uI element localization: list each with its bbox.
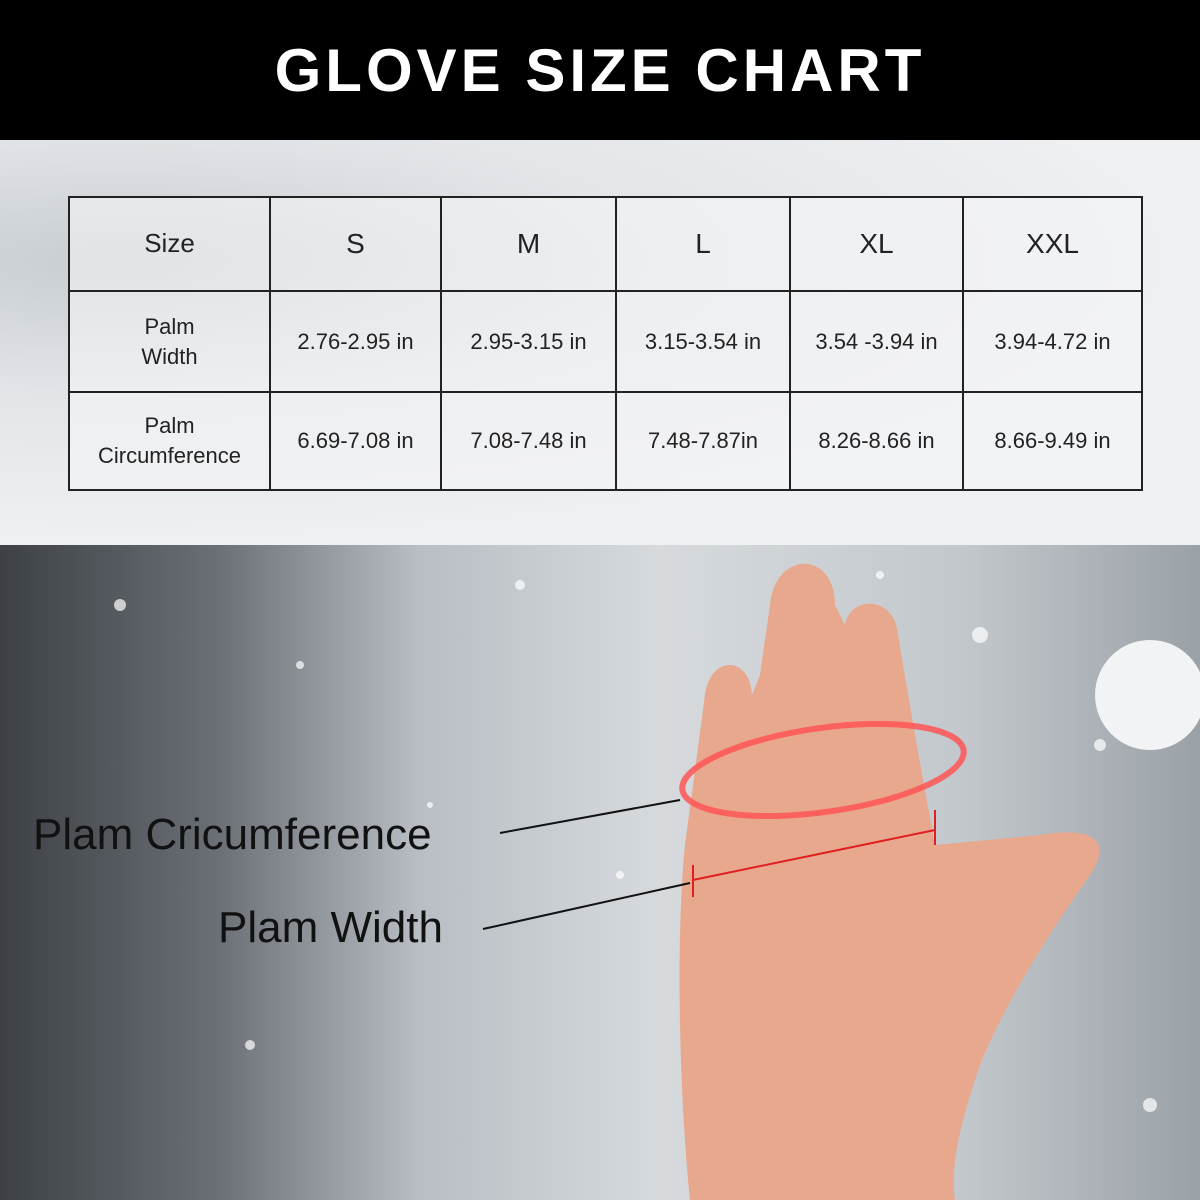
row-label-line: Circumference bbox=[97, 443, 242, 468]
row-label: Palm Circumference bbox=[68, 391, 271, 491]
table-cell: 3.94-4.72 in bbox=[962, 290, 1143, 393]
table-cell: 7.08-7.48 in bbox=[440, 391, 617, 491]
table-cell: 8.26-8.66 in bbox=[789, 391, 964, 491]
header-cell: Size bbox=[68, 196, 271, 292]
header-cell: XL bbox=[789, 196, 964, 292]
snowball bbox=[1095, 640, 1200, 750]
table-cell: 8.66-9.49 in bbox=[962, 391, 1143, 491]
table-cell: 7.48-7.87in bbox=[615, 391, 791, 491]
header-cell: M bbox=[440, 196, 617, 292]
table-cell: 6.69-7.08 in bbox=[269, 391, 442, 491]
row-label-line: Palm bbox=[144, 413, 195, 439]
table-row: Palm Circumference 6.69-7.08 in 7.08-7.48… bbox=[68, 391, 1143, 491]
width-label: Plam Width bbox=[218, 903, 443, 952]
header-cell: L bbox=[615, 196, 791, 292]
width-pointer bbox=[482, 882, 691, 930]
size-table: Size S M L XL XXL Palm Width 2.76-2.95 in… bbox=[68, 196, 1143, 491]
circumference-label: Plam Cricumference bbox=[33, 810, 432, 859]
header-bar: GLOVE SIZE CHART bbox=[0, 0, 1200, 140]
table-header-row: Size S M L XL XXL bbox=[68, 196, 1143, 292]
table-cell: 2.95-3.15 in bbox=[440, 290, 617, 393]
circumference-pointer bbox=[499, 799, 681, 834]
row-label-line: Width bbox=[141, 343, 198, 369]
circumference-ring bbox=[679, 720, 967, 820]
header-cell: XXL bbox=[962, 196, 1143, 292]
table-cell: 3.15-3.54 in bbox=[615, 290, 791, 393]
row-label: Palm Width bbox=[68, 290, 271, 393]
width-measure-line bbox=[692, 829, 936, 881]
table-cell: 3.54 -3.94 in bbox=[789, 290, 964, 393]
snowflakes bbox=[114, 571, 1200, 1112]
header-cell: S bbox=[269, 196, 442, 292]
table-cell: 2.76-2.95 in bbox=[269, 290, 442, 393]
page-title: GLOVE SIZE CHART bbox=[274, 36, 926, 104]
row-label-line: Palm bbox=[144, 313, 195, 339]
hand-shape bbox=[679, 563, 1100, 1200]
table-row: Palm Width 2.76-2.95 in 2.95-3.15 in 3.15… bbox=[68, 290, 1143, 393]
hand-illustration bbox=[482, 563, 1100, 1200]
